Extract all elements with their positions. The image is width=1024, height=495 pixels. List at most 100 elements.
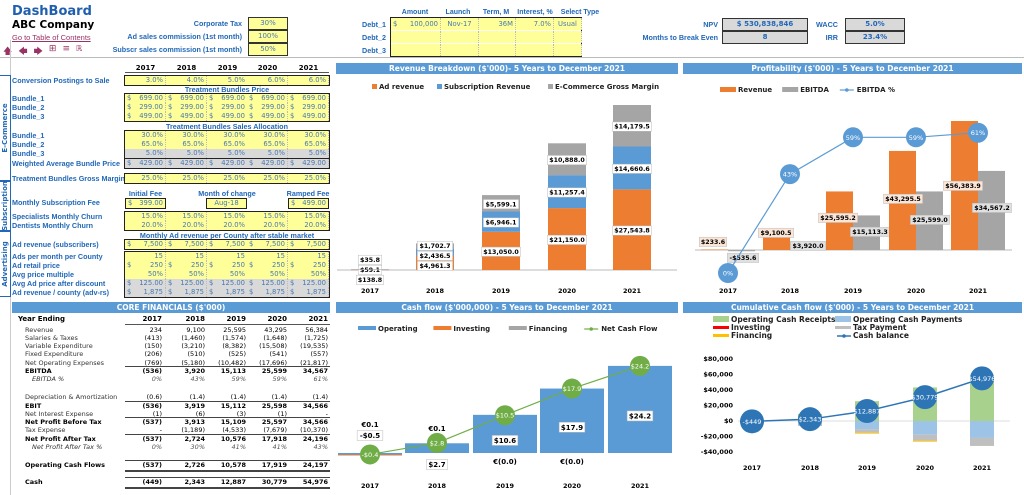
value-cell[interactable]: $699.00 (166, 94, 207, 103)
debt-type-input[interactable] (554, 44, 582, 56)
value-cell[interactable]: 15.0% (288, 212, 329, 221)
arrow-up-icon[interactable]: 🡅 (3, 47, 13, 57)
value-cell[interactable]: $299.00 (125, 103, 166, 112)
value-cell[interactable]: $299.00 (207, 103, 248, 112)
value-cell[interactable]: 20.0% (166, 221, 207, 230)
value-cell[interactable]: 65.0% (247, 140, 288, 149)
value-cell[interactable]: 50% (288, 270, 329, 279)
value-cell[interactable]: 20.0% (125, 221, 166, 230)
value-cell[interactable]: $499.00 (207, 112, 248, 121)
value-cell[interactable]: $250 (247, 261, 288, 270)
setting-input[interactable]: 50% (248, 43, 288, 56)
value-cell[interactable]: 50% (125, 270, 166, 279)
debt-interest-input[interactable] (516, 31, 554, 43)
value-cell[interactable]: $499.00 (247, 112, 288, 121)
value-cell[interactable]: 15 (125, 252, 166, 261)
value-cell[interactable]: 20.0% (207, 221, 248, 230)
value-cell[interactable]: 25.0% (166, 174, 207, 183)
value-cell[interactable]: 15.0% (125, 212, 166, 221)
value-cell[interactable]: 15.0% (207, 212, 248, 221)
value-cell[interactable]: 65.0% (125, 140, 166, 149)
setting-input[interactable]: 100% (248, 30, 288, 43)
initial-fee-input[interactable]: $399.00 (125, 198, 166, 209)
value-cell[interactable]: 30.0% (166, 131, 207, 140)
value-cell[interactable]: $699.00 (288, 94, 329, 103)
value-cell[interactable]: 6.0% (288, 76, 329, 85)
value-cell[interactable]: 65.0% (207, 140, 248, 149)
section-tab-ecommerce[interactable]: E-Commerce (0, 75, 11, 181)
value-cell[interactable]: $499.00 (166, 112, 207, 121)
value-cell[interactable]: $7,500 (288, 240, 329, 249)
value-cell[interactable]: 5.0% (207, 76, 248, 85)
value-cell[interactable]: $250 (166, 261, 207, 270)
value-cell[interactable]: $499.00 (288, 112, 329, 121)
value-cell[interactable]: $250 (288, 261, 329, 270)
debt-interest-input[interactable] (516, 44, 554, 56)
section-tab-subscription[interactable]: Subscription (0, 181, 11, 231)
formula-icon[interactable]: ℝ (75, 44, 83, 53)
value-cell[interactable]: 15.0% (166, 212, 207, 221)
section-tab-advertising[interactable]: Advertising (0, 231, 11, 297)
value-cell[interactable]: 50% (207, 270, 248, 279)
debt-term-input[interactable] (479, 31, 516, 43)
value-cell[interactable]: 30.0% (247, 131, 288, 140)
debt-launch-input[interactable]: Nov-17 (441, 18, 479, 30)
debt-term-input[interactable] (479, 44, 516, 56)
profitability-chart-title: Profitability ($'000) - 5 Years to Decem… (683, 63, 1022, 74)
value-cell[interactable]: 20.0% (288, 221, 329, 230)
toc-link[interactable]: Go to Table of Contents (12, 33, 91, 42)
value-cell[interactable]: 15 (207, 252, 248, 261)
data-label: $14,179.5 (614, 124, 649, 131)
setting-input[interactable]: 30% (248, 17, 288, 30)
value-cell[interactable]: 65.0% (166, 140, 207, 149)
arrow-left-icon[interactable]: 🡄 (18, 47, 28, 57)
debt-term-input[interactable]: 36M (479, 18, 516, 30)
value-cell[interactable]: $7,500 (125, 240, 166, 249)
grid-icon[interactable]: ⊞ (48, 44, 57, 54)
value-cell[interactable]: 6.0% (247, 76, 288, 85)
value-cell[interactable]: 25.0% (125, 174, 166, 183)
cell-value: 429.00 (221, 159, 245, 167)
value-cell[interactable]: 50% (247, 270, 288, 279)
value-cell[interactable]: 15 (166, 252, 207, 261)
debt-type-input[interactable] (554, 31, 582, 43)
value-cell[interactable]: 4.0% (166, 76, 207, 85)
debt-type-input[interactable]: Usual (554, 18, 582, 30)
value-cell[interactable]: $299.00 (247, 103, 288, 112)
value-cell[interactable]: $7,500 (207, 240, 248, 249)
value-cell[interactable]: $299.00 (288, 103, 329, 112)
value-cell[interactable]: $299.00 (166, 103, 207, 112)
debt-amount-input[interactable]: $100,000 (391, 18, 441, 30)
value-cell[interactable]: 65.0% (288, 140, 329, 149)
ramped-fee-input[interactable]: $499.00 (288, 198, 329, 209)
debt-amount-input[interactable] (391, 44, 441, 56)
value-cell[interactable]: $699.00 (125, 94, 166, 103)
value-cell[interactable]: $699.00 (207, 94, 248, 103)
value-cell[interactable]: 25.0% (288, 174, 329, 183)
value-cell[interactable]: 50% (166, 270, 207, 279)
value-cell[interactable]: $699.00 (247, 94, 288, 103)
value-cell[interactable]: $7,500 (166, 240, 207, 249)
data-label: $59.1 (360, 267, 380, 274)
value-cell[interactable]: 20.0% (247, 221, 288, 230)
value-cell[interactable]: 25.0% (247, 174, 288, 183)
value-cell[interactable]: $250 (125, 261, 166, 270)
value-cell[interactable]: 3.0% (125, 76, 166, 85)
debt-amount-input[interactable] (391, 31, 441, 43)
value-cell[interactable]: 30.0% (125, 131, 166, 140)
value-cell[interactable]: 30.0% (288, 131, 329, 140)
equals-icon[interactable]: ≡ (62, 44, 70, 54)
month-change-input[interactable]: Aug-18 (206, 198, 247, 209)
value-cell[interactable]: 25.0% (207, 174, 248, 183)
value-cell[interactable]: 15 (288, 252, 329, 261)
arrow-right-icon[interactable]: 🡆 (33, 47, 43, 57)
value-cell[interactable]: 15.0% (247, 212, 288, 221)
debt-interest-input[interactable]: 7.0% (516, 18, 554, 30)
debt-launch-input[interactable] (441, 44, 479, 56)
value-cell[interactable]: 30.0% (207, 131, 248, 140)
debt-launch-input[interactable] (441, 31, 479, 43)
value-cell[interactable]: $7,500 (247, 240, 288, 249)
value-cell[interactable]: $250 (207, 261, 248, 270)
value-cell[interactable]: $499.00 (125, 112, 166, 121)
value-cell[interactable]: 15 (247, 252, 288, 261)
